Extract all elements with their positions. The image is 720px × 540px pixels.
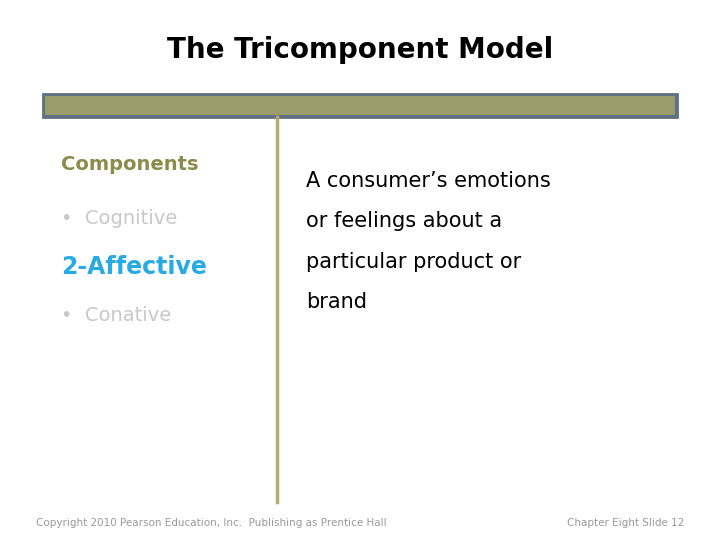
Text: A consumer’s emotions: A consumer’s emotions xyxy=(306,171,551,191)
Text: Components: Components xyxy=(61,155,199,174)
Text: •  Conative: • Conative xyxy=(61,306,171,326)
Text: 2-Affective: 2-Affective xyxy=(61,255,207,279)
Text: Chapter Eight Slide 12: Chapter Eight Slide 12 xyxy=(567,518,684,528)
Text: particular product or: particular product or xyxy=(306,252,521,272)
Text: Copyright 2010 Pearson Education, Inc.  Publishing as Prentice Hall: Copyright 2010 Pearson Education, Inc. P… xyxy=(36,518,387,528)
Text: •  Cognitive: • Cognitive xyxy=(61,209,177,228)
Text: or feelings about a: or feelings about a xyxy=(306,211,502,232)
Bar xyxy=(45,96,675,114)
Text: The Tricomponent Model: The Tricomponent Model xyxy=(167,36,553,64)
Text: brand: brand xyxy=(306,292,367,313)
Bar xyxy=(43,94,677,117)
